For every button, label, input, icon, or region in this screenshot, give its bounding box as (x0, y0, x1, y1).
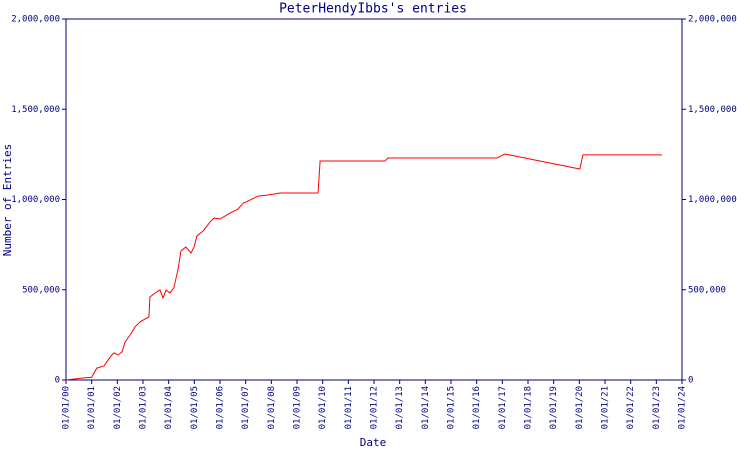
chart-title: PeterHendyIbbs's entries (279, 2, 467, 17)
x-tick-label: 01/01/12 (370, 386, 380, 429)
x-tick-label: 01/01/22 (626, 386, 636, 429)
x-tick-label: 01/01/04 (164, 386, 174, 429)
x-tick-label: 01/01/24 (678, 386, 688, 429)
x-tick-label: 01/01/03 (139, 386, 149, 429)
x-tick-label: 01/01/07 (241, 386, 251, 429)
x-tick-label: 01/01/13 (395, 386, 405, 429)
x-tick-label: 01/01/05 (190, 386, 200, 429)
y-tick-label: 1,500,000 (11, 105, 60, 115)
x-tick-label: 01/01/19 (549, 386, 559, 429)
y2-tick-label: 1,500,000 (688, 105, 737, 115)
y2-tick-label: 2,000,000 (688, 15, 737, 25)
x-tick-label: 01/01/23 (652, 386, 662, 429)
x-tick-label: 01/01/02 (113, 386, 123, 429)
y-tick-label: 0 (55, 376, 60, 386)
y-tick-label: 500,000 (22, 285, 60, 295)
y2-tick-label: 1,000,000 (688, 195, 737, 205)
y2-tick-label: 0 (688, 376, 693, 386)
x-tick-label: 01/01/11 (344, 386, 354, 429)
y-tick-label: 2,000,000 (11, 15, 60, 25)
x-axis-title: Date (360, 436, 387, 449)
x-tick-label: 01/01/14 (421, 386, 431, 429)
x-tick-label: 01/01/18 (524, 386, 534, 429)
x-tick-label: 01/01/17 (498, 386, 508, 429)
plot-frame (65, 18, 683, 381)
x-tick-label: 01/01/15 (447, 386, 457, 429)
x-tick-label: 01/01/00 (62, 386, 72, 429)
x-tick-label: 01/01/06 (216, 386, 226, 429)
y-tick-label: 1,000,000 (11, 195, 60, 205)
x-tick-label: 01/01/01 (87, 386, 97, 429)
y-axis-title: Number of Entries (1, 144, 14, 257)
y2-tick-label: 500,000 (688, 285, 726, 295)
x-tick-label: 01/01/08 (267, 386, 277, 429)
x-tick-label: 01/01/16 (472, 386, 482, 429)
data-line (65, 153, 662, 381)
x-tick-label: 01/01/10 (318, 386, 328, 429)
x-tick-label: 01/01/20 (575, 386, 585, 429)
x-tick-label: 01/01/21 (601, 386, 611, 429)
x-tick-label: 01/01/09 (293, 386, 303, 429)
